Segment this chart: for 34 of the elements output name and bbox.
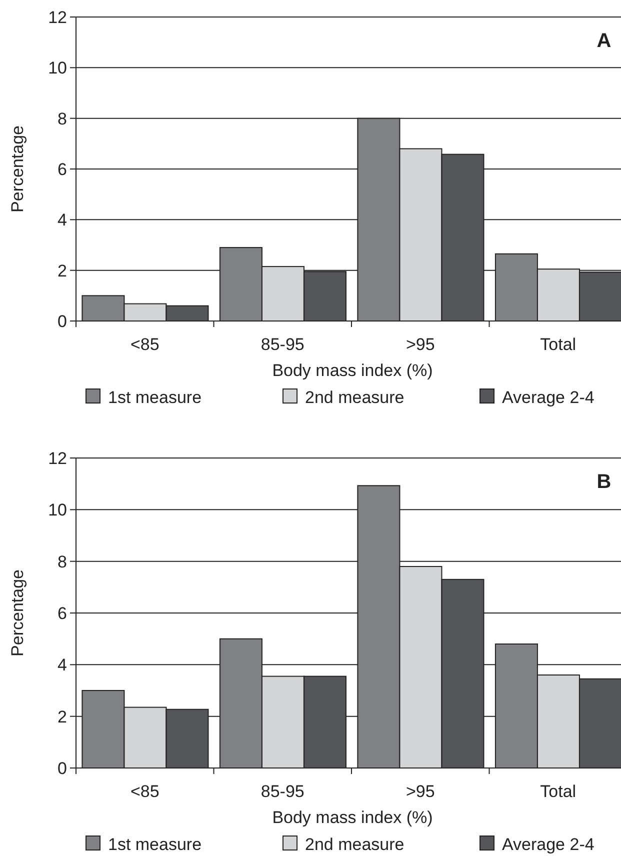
y-tick-label: 12 <box>48 448 67 468</box>
y-axis-title: Percentage <box>8 126 27 212</box>
y-tick-label: 4 <box>58 210 67 230</box>
legend-label: 2nd measure <box>305 835 404 854</box>
x-tick-label: >95 <box>406 782 435 801</box>
x-tick-label: 85-95 <box>260 782 304 801</box>
y-tick-label: 8 <box>58 109 67 128</box>
y-tick-label: 10 <box>48 500 67 520</box>
x-tick-label: Total <box>540 782 576 801</box>
x-axis-title: Body mass index (%) <box>272 808 433 827</box>
x-axis-title: Body mass index (%) <box>272 361 433 380</box>
y-tick-label: 2 <box>58 707 67 726</box>
y-tick-label: 2 <box>58 261 67 280</box>
x-tick-label: 85-95 <box>260 335 304 354</box>
legend-label: Average 2-4 <box>502 835 594 854</box>
legend-label: 1st measure <box>108 388 202 407</box>
y-tick-label: 0 <box>58 758 67 778</box>
y-axis-title: Percentage <box>8 570 27 656</box>
y-tick-label: 4 <box>58 656 67 675</box>
y-tick-label: 8 <box>58 552 67 572</box>
y-tick-label: 12 <box>48 8 67 27</box>
x-tick-label: Total <box>540 335 576 354</box>
x-tick-label: <85 <box>130 782 160 801</box>
legend-label: 1st measure <box>108 835 202 854</box>
y-tick-label: 0 <box>58 312 67 331</box>
x-tick-label: <85 <box>130 335 160 354</box>
text: A <box>596 30 612 52</box>
legend-label: 2nd measure <box>305 388 404 407</box>
legend-label: Average 2-4 <box>502 388 594 407</box>
y-tick-label: 6 <box>58 160 67 179</box>
y-tick-label: 10 <box>48 58 67 78</box>
x-tick-label: >95 <box>406 335 435 354</box>
y-tick-label: 6 <box>58 604 67 623</box>
text: B <box>596 471 612 493</box>
